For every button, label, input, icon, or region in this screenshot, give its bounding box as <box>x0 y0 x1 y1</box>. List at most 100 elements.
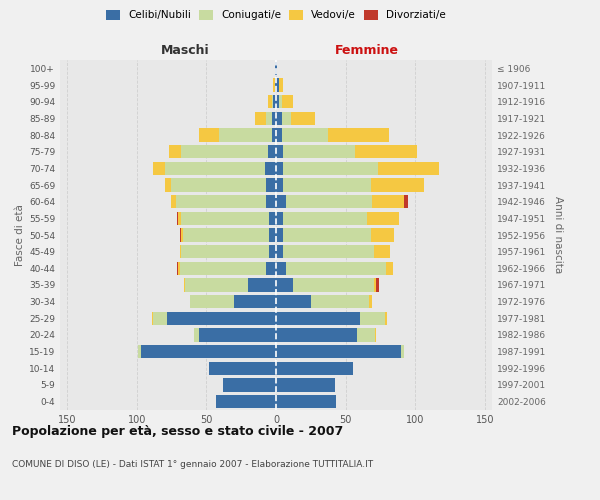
Bar <box>283 145 355 158</box>
Bar <box>281 112 292 125</box>
Bar <box>283 162 378 175</box>
Bar <box>371 178 424 192</box>
Bar <box>176 195 266 208</box>
Bar <box>281 128 328 141</box>
Bar <box>283 212 367 225</box>
Bar <box>279 95 281 108</box>
Bar <box>209 362 276 375</box>
Bar <box>219 128 272 141</box>
Bar <box>138 345 141 358</box>
Bar <box>178 212 181 225</box>
Bar <box>180 228 181 241</box>
Bar <box>269 228 276 241</box>
Bar <box>177 262 178 275</box>
Bar <box>185 278 248 291</box>
Bar <box>180 262 266 275</box>
Bar <box>164 178 172 192</box>
Bar <box>276 195 286 208</box>
Y-axis label: Anni di nascita: Anni di nascita <box>553 196 563 274</box>
Bar <box>172 178 266 192</box>
Bar <box>141 345 276 358</box>
Bar <box>276 345 401 358</box>
Bar <box>234 295 276 308</box>
Bar <box>182 228 269 241</box>
Bar <box>272 128 276 141</box>
Bar <box>199 128 219 141</box>
Bar <box>181 228 182 241</box>
Bar <box>283 228 371 241</box>
Bar <box>370 295 372 308</box>
Bar <box>167 312 276 325</box>
Bar <box>286 195 372 208</box>
Bar <box>269 212 276 225</box>
Bar <box>272 112 276 125</box>
Bar <box>276 312 359 325</box>
Bar <box>181 245 269 258</box>
Bar <box>293 278 374 291</box>
Bar <box>276 128 281 141</box>
Legend: Celibi/Nubili, Coniugati/e, Vedovi/e, Divorziati/e: Celibi/Nubili, Coniugati/e, Vedovi/e, Di… <box>106 10 446 20</box>
Bar <box>292 112 315 125</box>
Bar <box>357 328 375 342</box>
Bar <box>283 178 371 192</box>
Bar <box>272 95 273 108</box>
Bar <box>181 212 269 225</box>
Bar <box>184 278 185 291</box>
Bar <box>367 212 398 225</box>
Bar <box>276 95 279 108</box>
Bar <box>279 78 283 92</box>
Bar <box>376 278 379 291</box>
Bar <box>276 245 283 258</box>
Bar <box>359 312 385 325</box>
Bar <box>276 362 353 375</box>
Bar <box>276 378 335 392</box>
Bar <box>177 212 178 225</box>
Bar <box>276 328 357 342</box>
Bar <box>276 228 283 241</box>
Bar <box>164 162 265 175</box>
Bar <box>172 195 176 208</box>
Bar <box>266 112 272 125</box>
Bar <box>276 395 336 408</box>
Bar <box>275 62 276 75</box>
Bar <box>190 295 234 308</box>
Bar <box>371 228 394 241</box>
Bar <box>268 145 276 158</box>
Bar <box>269 245 276 258</box>
Bar <box>275 78 276 92</box>
Bar <box>404 195 409 208</box>
Bar <box>194 328 199 342</box>
Bar <box>276 278 293 291</box>
Bar <box>276 112 281 125</box>
Bar <box>154 312 167 325</box>
Bar <box>181 145 268 158</box>
Bar <box>276 212 283 225</box>
Bar <box>223 378 276 392</box>
Text: Femmine: Femmine <box>335 44 399 57</box>
Bar <box>374 278 376 291</box>
Text: Popolazione per età, sesso e stato civile - 2007: Popolazione per età, sesso e stato civil… <box>12 425 343 438</box>
Bar <box>276 262 286 275</box>
Bar <box>273 78 275 92</box>
Bar <box>248 278 276 291</box>
Bar <box>199 328 276 342</box>
Bar <box>276 295 311 308</box>
Bar <box>374 245 390 258</box>
Bar <box>401 345 404 358</box>
Bar <box>378 162 439 175</box>
Y-axis label: Fasce di età: Fasce di età <box>15 204 25 266</box>
Bar <box>154 162 164 175</box>
Bar <box>276 178 283 192</box>
Bar <box>266 262 276 275</box>
Bar <box>286 262 386 275</box>
Bar <box>266 195 276 208</box>
Bar <box>216 395 276 408</box>
Bar <box>311 295 370 308</box>
Bar <box>169 145 181 158</box>
Bar <box>281 95 293 108</box>
Bar <box>372 195 404 208</box>
Bar <box>276 162 283 175</box>
Bar <box>385 312 388 325</box>
Bar <box>276 62 277 75</box>
Bar <box>283 245 374 258</box>
